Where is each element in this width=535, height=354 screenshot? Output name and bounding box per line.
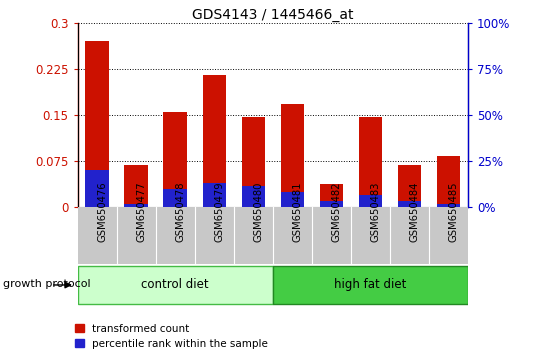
Legend: transformed count, percentile rank within the sample: transformed count, percentile rank withi…: [75, 324, 269, 349]
Bar: [203, 183, 226, 207]
Bar: [86, 170, 109, 207]
Bar: [164, 112, 187, 207]
Title: GDS4143 / 1445466_at: GDS4143 / 1445466_at: [192, 8, 354, 22]
Bar: [398, 201, 421, 207]
FancyBboxPatch shape: [273, 266, 468, 304]
Bar: [164, 189, 187, 207]
Bar: [320, 184, 343, 207]
Bar: [203, 75, 226, 207]
Text: high fat diet: high fat diet: [334, 278, 407, 291]
Bar: [359, 195, 382, 207]
Text: GSM650481: GSM650481: [293, 181, 302, 242]
Bar: [320, 201, 343, 207]
Bar: [125, 204, 148, 207]
Text: GSM650479: GSM650479: [214, 181, 224, 242]
Text: GSM650482: GSM650482: [332, 181, 341, 242]
Bar: [359, 117, 382, 207]
Bar: [242, 117, 265, 207]
Text: growth protocol: growth protocol: [3, 279, 90, 289]
Bar: [242, 185, 265, 207]
Text: GSM650485: GSM650485: [449, 181, 458, 242]
Bar: [281, 192, 304, 207]
Bar: [86, 41, 109, 207]
Bar: [281, 104, 304, 207]
FancyBboxPatch shape: [78, 266, 273, 304]
Text: GSM650477: GSM650477: [136, 181, 146, 242]
Bar: [398, 165, 421, 207]
Bar: [125, 165, 148, 207]
Text: GSM650480: GSM650480: [254, 182, 263, 242]
Text: GSM650484: GSM650484: [410, 182, 419, 242]
Text: GSM650483: GSM650483: [371, 182, 380, 242]
Bar: [437, 204, 460, 207]
Text: GSM650476: GSM650476: [97, 181, 107, 242]
Text: GSM650478: GSM650478: [175, 181, 185, 242]
Text: control diet: control diet: [141, 278, 209, 291]
Bar: [437, 156, 460, 207]
